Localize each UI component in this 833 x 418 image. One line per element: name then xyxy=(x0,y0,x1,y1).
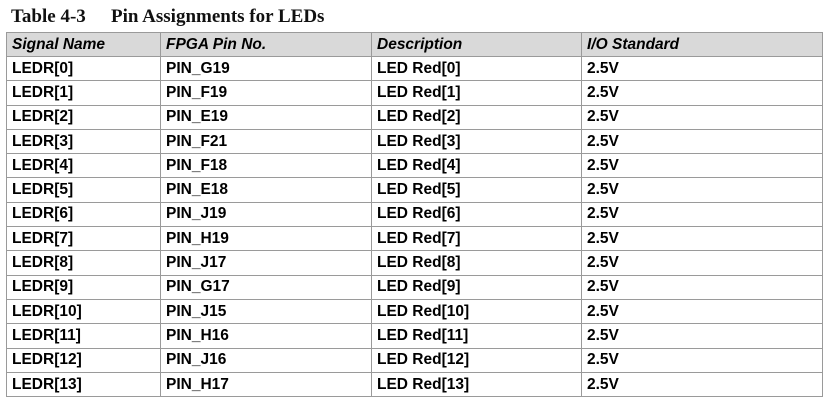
fpga-pin-cell: PIN_H16 xyxy=(160,323,372,349)
fpga-pin-cell: PIN_F21 xyxy=(160,128,372,155)
description-cell: LED Red[1] xyxy=(371,80,582,106)
io-standard-cell: 2.5V xyxy=(581,250,823,276)
io-standard-cell: 2.5V xyxy=(581,226,823,252)
signal-name-cell: LEDR[1] xyxy=(6,80,161,106)
fpga-pin-cell: PIN_J16 xyxy=(160,347,372,373)
table-row: LEDR[6] PIN_J19 LED Red[6] 2.5V xyxy=(6,201,823,228)
table-caption: Table 4-3 Pin Assignments for LEDs xyxy=(11,6,324,28)
signal-name-cell: LEDR[6] xyxy=(6,201,161,228)
fpga-pin-cell: PIN_G19 xyxy=(160,55,372,82)
header-row: Signal Name FPGA Pin No. Description I/O… xyxy=(6,32,823,57)
signal-name-cell: LEDR[9] xyxy=(6,274,161,300)
description-cell: LED Red[7] xyxy=(371,226,582,252)
io-standard-cell: 2.5V xyxy=(581,128,823,155)
description-cell: LED Red[2] xyxy=(371,104,582,130)
signal-name-cell: LEDR[10] xyxy=(6,298,161,325)
table-row: LEDR[13] PIN_H17 LED Red[13] 2.5V xyxy=(6,371,823,398)
io-standard-cell: 2.5V xyxy=(581,323,823,349)
table-header: Signal Name FPGA Pin No. Description I/O… xyxy=(6,32,823,57)
table-number: Table 4-3 xyxy=(11,6,86,27)
description-cell: LED Red[5] xyxy=(371,177,582,203)
signal-name-cell: LEDR[2] xyxy=(6,104,161,130)
signal-name-cell: LEDR[0] xyxy=(6,55,161,82)
table-title: Pin Assignments for LEDs xyxy=(111,6,325,27)
io-standard-cell: 2.5V xyxy=(581,298,823,325)
pin-assignment-table: Signal Name FPGA Pin No. Description I/O… xyxy=(6,32,823,398)
io-standard-cell: 2.5V xyxy=(581,201,823,228)
description-cell: LED Red[9] xyxy=(371,274,582,300)
fpga-pin-cell: PIN_H17 xyxy=(160,371,372,398)
io-standard-cell: 2.5V xyxy=(581,371,823,398)
header-description: Description xyxy=(371,32,582,57)
description-cell: LED Red[13] xyxy=(371,371,582,398)
signal-name-cell: LEDR[11] xyxy=(6,323,161,349)
io-standard-cell: 2.5V xyxy=(581,347,823,373)
table-row: LEDR[11] PIN_H16 LED Red[11] 2.5V xyxy=(6,323,823,349)
header-fpga-pin: FPGA Pin No. xyxy=(160,32,372,57)
description-cell: LED Red[12] xyxy=(371,347,582,373)
description-cell: LED Red[4] xyxy=(371,153,582,179)
fpga-pin-cell: PIN_F19 xyxy=(160,80,372,106)
io-standard-cell: 2.5V xyxy=(581,177,823,203)
description-cell: LED Red[11] xyxy=(371,323,582,349)
signal-name-cell: LEDR[4] xyxy=(6,153,161,179)
description-cell: LED Red[10] xyxy=(371,298,582,325)
table-row: LEDR[9] PIN_G17 LED Red[9] 2.5V xyxy=(6,274,823,300)
fpga-pin-cell: PIN_E18 xyxy=(160,177,372,203)
fpga-pin-cell: PIN_J17 xyxy=(160,250,372,276)
description-cell: LED Red[3] xyxy=(371,128,582,155)
description-cell: LED Red[0] xyxy=(371,55,582,82)
table-row: LEDR[7] PIN_H19 LED Red[7] 2.5V xyxy=(6,226,823,252)
table-row: LEDR[8] PIN_J17 LED Red[8] 2.5V xyxy=(6,250,823,276)
signal-name-cell: LEDR[13] xyxy=(6,371,161,398)
signal-name-cell: LEDR[3] xyxy=(6,128,161,155)
header-io-standard: I/O Standard xyxy=(581,32,823,57)
fpga-pin-cell: PIN_J19 xyxy=(160,201,372,228)
table-body: LEDR[0] PIN_G19 LED Red[0] 2.5V LEDR[1] PIN_F… xyxy=(6,55,823,398)
io-standard-cell: 2.5V xyxy=(581,104,823,130)
io-standard-cell: 2.5V xyxy=(581,274,823,300)
fpga-pin-cell: PIN_F18 xyxy=(160,153,372,179)
io-standard-cell: 2.5V xyxy=(581,153,823,179)
signal-name-cell: LEDR[8] xyxy=(6,250,161,276)
table-row: LEDR[5] PIN_E18 LED Red[5] 2.5V xyxy=(6,177,823,203)
fpga-pin-cell: PIN_G17 xyxy=(160,274,372,300)
description-cell: LED Red[6] xyxy=(371,201,582,228)
io-standard-cell: 2.5V xyxy=(581,80,823,106)
io-standard-cell: 2.5V xyxy=(581,55,823,82)
fpga-pin-cell: PIN_J15 xyxy=(160,298,372,325)
fpga-pin-cell: PIN_H19 xyxy=(160,226,372,252)
table-row: LEDR[10] PIN_J15 LED Red[10] 2.5V xyxy=(6,298,823,325)
signal-name-cell: LEDR[5] xyxy=(6,177,161,203)
table-row: LEDR[3] PIN_F21 LED Red[3] 2.5V xyxy=(6,128,823,155)
signal-name-cell: LEDR[7] xyxy=(6,226,161,252)
table-row: LEDR[1] PIN_F19 LED Red[1] 2.5V xyxy=(6,80,823,106)
fpga-pin-cell: PIN_E19 xyxy=(160,104,372,130)
description-cell: LED Red[8] xyxy=(371,250,582,276)
table-row: LEDR[12] PIN_J16 LED Red[12] 2.5V xyxy=(6,347,823,373)
table-row: LEDR[2] PIN_E19 LED Red[2] 2.5V xyxy=(6,104,823,130)
signal-name-cell: LEDR[12] xyxy=(6,347,161,373)
header-signal-name: Signal Name xyxy=(6,32,161,57)
table-row: LEDR[0] PIN_G19 LED Red[0] 2.5V xyxy=(6,55,823,82)
table-row: LEDR[4] PIN_F18 LED Red[4] 2.5V xyxy=(6,153,823,179)
